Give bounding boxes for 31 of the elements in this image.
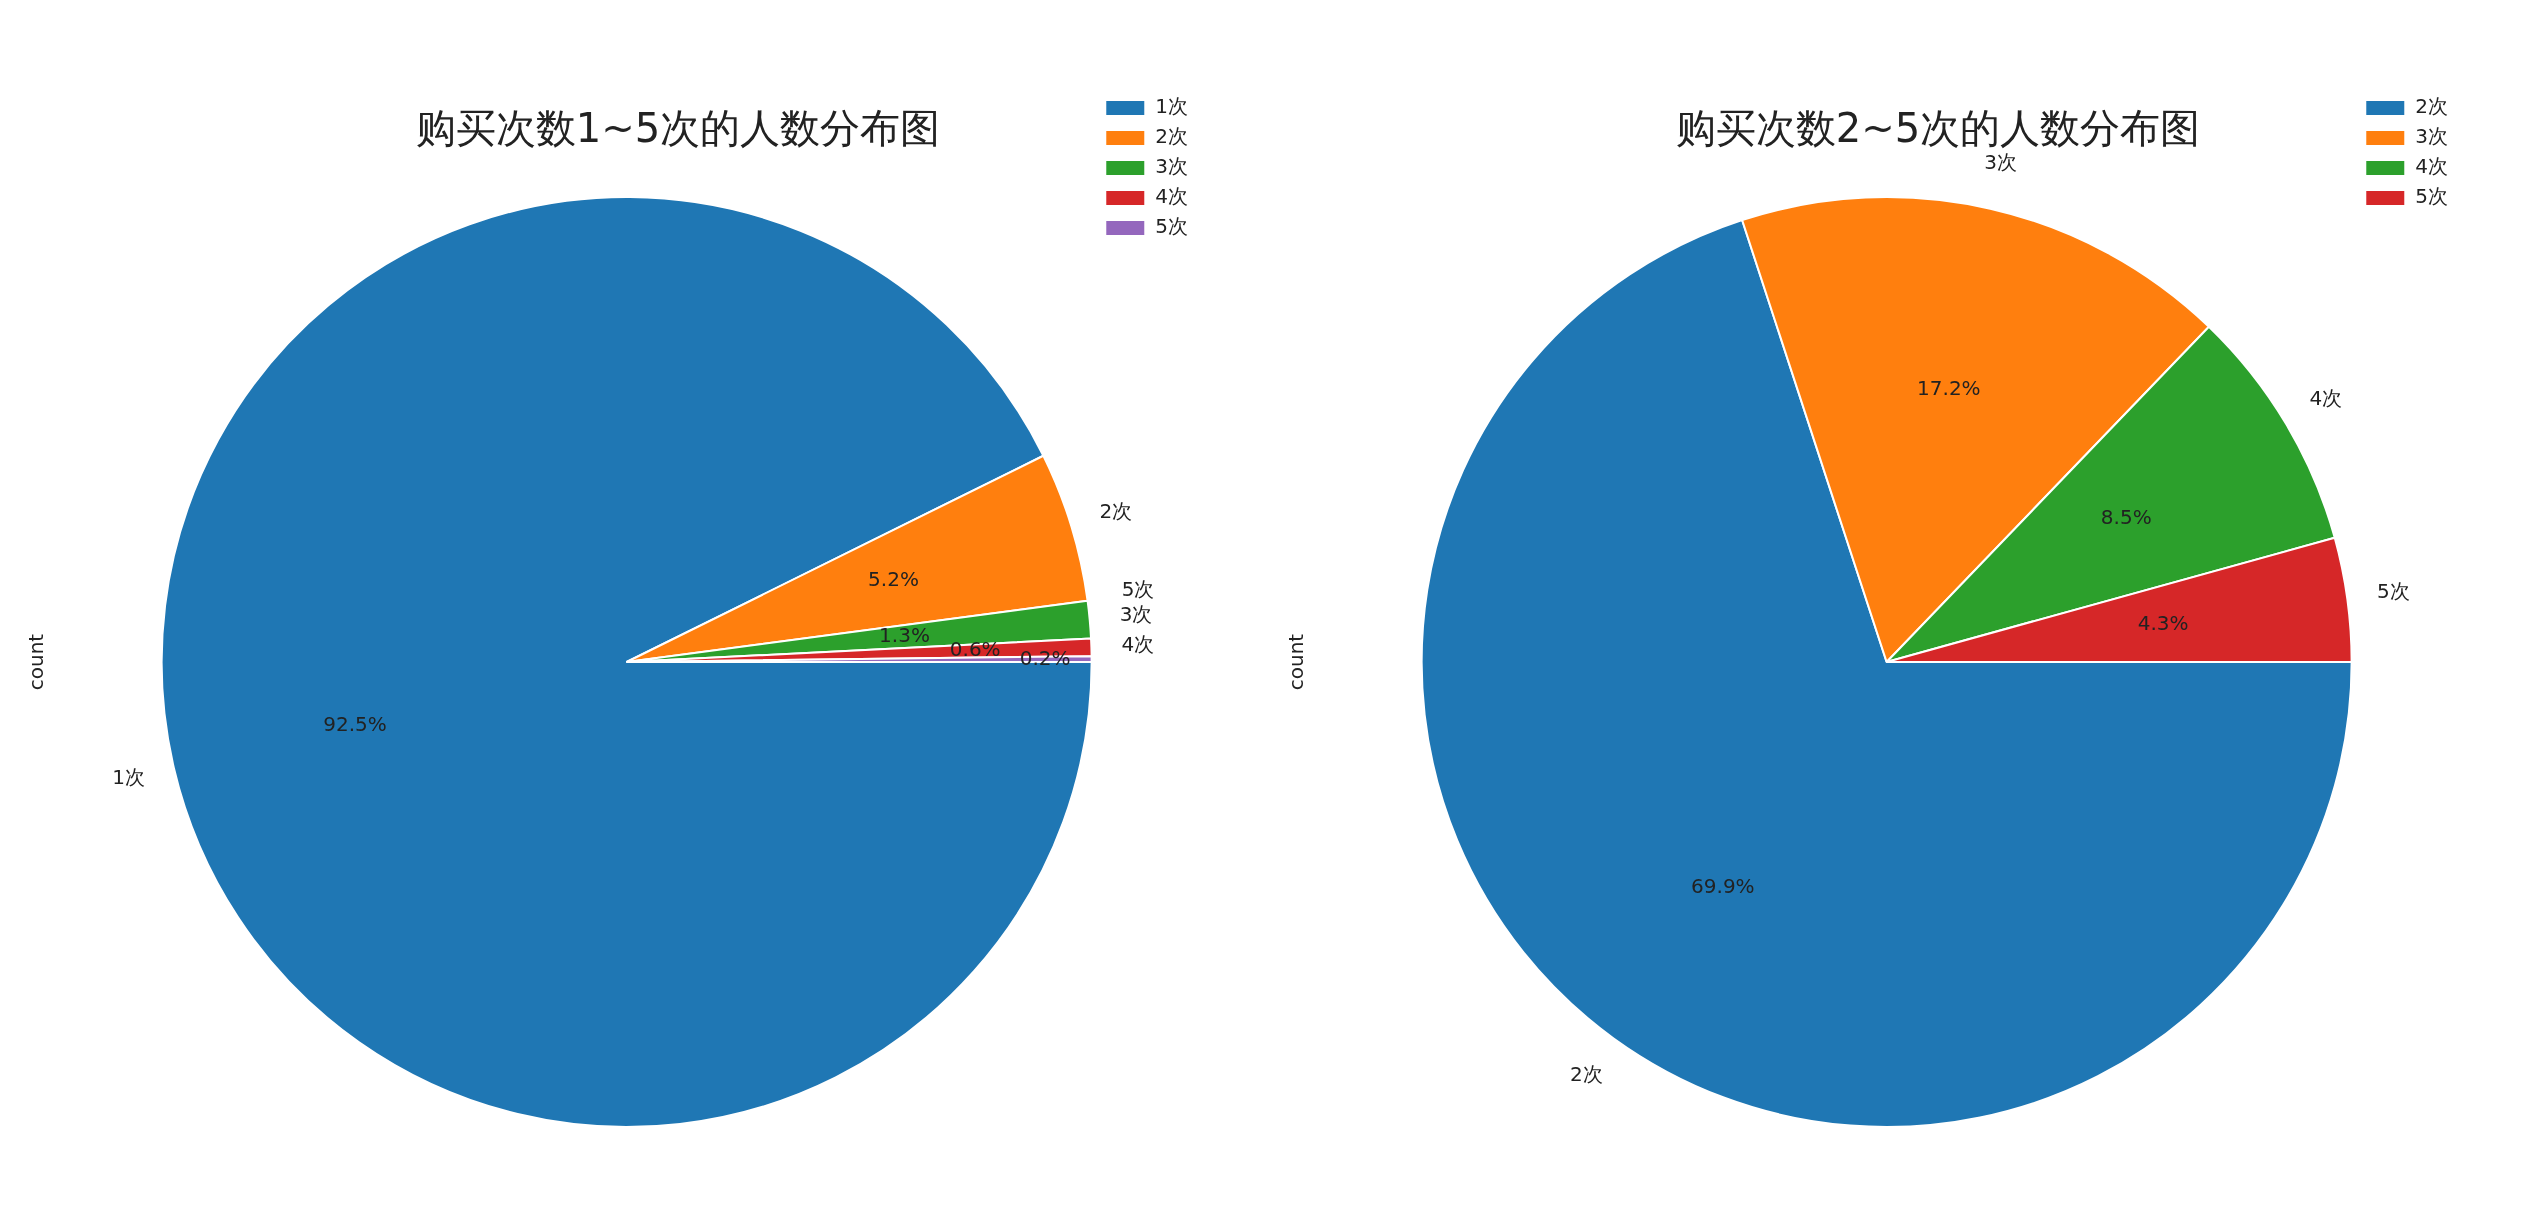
slice-label: 1次 <box>112 764 145 789</box>
data-label: 17.2% <box>1917 376 1981 401</box>
slice-label: 5次 <box>2377 579 2410 604</box>
slice-label: 2次 <box>1570 1062 1603 1087</box>
category-label: 5次 <box>1121 576 1155 601</box>
data-label: 5.2% <box>868 566 919 591</box>
legend-label: 5次 <box>2415 184 2449 209</box>
data-label: 8.5% <box>2100 505 2152 530</box>
slice-label: 3次 <box>1119 601 1153 626</box>
legend-label: 2次 <box>2415 94 2449 119</box>
data-label: 1.3% <box>879 622 930 647</box>
chart-title: 购买次数2~5次的人数分布图 <box>1675 105 2201 152</box>
text: count <box>1284 633 1309 691</box>
data-label: 92.5% <box>323 711 387 736</box>
data-label: 0.2% <box>1019 645 1071 670</box>
data-label: 4.3% <box>2137 610 2189 635</box>
legend-label: 3次 <box>2415 124 2449 149</box>
slice-label: 3次 <box>1984 149 2018 174</box>
data-label: 0.6% <box>949 637 1001 662</box>
text: count <box>24 633 49 691</box>
chart-title: 购买次数1~5次的人数分布图 <box>415 105 941 152</box>
slice-label: 2次 <box>1099 499 1133 524</box>
slice-label: 4次 <box>1121 632 1155 657</box>
legend-label: 3次 <box>1155 154 1189 179</box>
data-label: 69.9% <box>1691 874 1755 899</box>
legend-label: 4次 <box>2415 154 2449 179</box>
legend-label: 5次 <box>1155 214 1189 239</box>
legend-label: 1次 <box>1155 94 1189 119</box>
legend-label: 2次 <box>1155 124 1189 149</box>
slice-label: 4次 <box>2309 386 2343 411</box>
legend-label: 4次 <box>1155 184 1189 209</box>
